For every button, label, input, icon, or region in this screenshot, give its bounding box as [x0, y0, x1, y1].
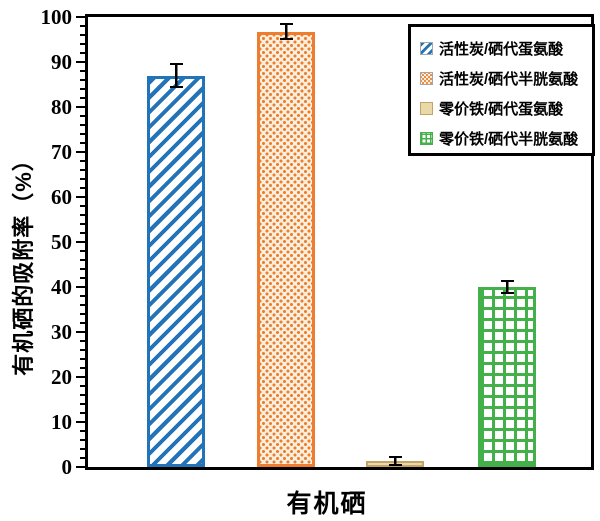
y-minor-tick: [80, 70, 85, 72]
y-minor-tick: [80, 358, 85, 360]
y-minor-tick: [80, 340, 85, 342]
y-minor-tick: [80, 322, 85, 324]
y-minor-tick: [80, 25, 85, 27]
y-major-tick: [76, 16, 85, 18]
legend-item-1: 活性炭/硒代蛋氨酸: [420, 33, 592, 63]
x-axis-category-label: 有机硒: [286, 490, 368, 518]
y-minor-tick: [80, 385, 85, 387]
plot-inner: 0 10 20 30 40 50 60 70 80 90 100: [41, 5, 591, 479]
y-minor-tick: [80, 313, 85, 315]
y-minor-tick: [80, 457, 85, 459]
y-tick-label: 30: [51, 320, 72, 344]
y-minor-tick: [80, 304, 85, 306]
y-minor-tick: [80, 88, 85, 90]
y-minor-tick: [80, 97, 85, 99]
y-major-tick: [76, 61, 85, 63]
y-minor-tick: [80, 79, 85, 81]
y-major-tick: [76, 286, 85, 288]
y-tick-label: 10: [51, 410, 72, 434]
y-minor-tick: [80, 52, 85, 54]
error-bar-3: [388, 456, 402, 467]
y-minor-tick: [80, 205, 85, 207]
y-minor-tick: [80, 403, 85, 405]
y-tick-label: 60: [51, 185, 72, 209]
y-major-tick: [76, 466, 85, 468]
y-minor-tick: [80, 439, 85, 441]
y-tick-label: 80: [51, 95, 72, 119]
y-minor-tick: [80, 268, 85, 270]
y-minor-tick: [80, 295, 85, 297]
y-minor-tick: [80, 214, 85, 216]
bar-1: [147, 75, 205, 467]
y-major-tick: [76, 331, 85, 333]
legend-label: 活性炭/硒代蛋氨酸: [439, 40, 564, 58]
y-minor-tick: [80, 430, 85, 432]
y-tick-label: 40: [51, 275, 72, 299]
y-minor-tick: [80, 367, 85, 369]
y-major-tick: [76, 106, 85, 108]
y-minor-tick: [80, 178, 85, 180]
y-minor-tick: [80, 412, 85, 414]
legend-item-3: 零价铁/硒代蛋氨酸: [420, 93, 592, 123]
y-minor-tick: [80, 115, 85, 117]
legend-label: 活性炭/硒代半胱氨酸: [439, 70, 579, 88]
y-minor-tick: [80, 448, 85, 450]
y-minor-tick: [80, 232, 85, 234]
y-tick-label: 70: [51, 140, 72, 164]
y-tick-label: 90: [51, 50, 72, 74]
error-bar-4: [500, 279, 514, 295]
y-major-tick: [76, 151, 85, 153]
error-bar-2: [279, 23, 293, 41]
bar-2: [257, 31, 315, 467]
y-minor-tick: [80, 259, 85, 261]
legend-swatch-icon: [420, 101, 433, 115]
y-minor-tick: [80, 250, 85, 252]
y-minor-tick: [80, 223, 85, 225]
legend-item-4: 零价铁/硒代半胱氨酸: [420, 123, 592, 153]
y-minor-tick: [80, 394, 85, 396]
legend-swatch-icon: [420, 131, 433, 145]
y-minor-tick: [80, 133, 85, 135]
y-minor-tick: [80, 349, 85, 351]
legend-item-2: 活性炭/硒代半胱氨酸: [420, 63, 592, 93]
y-minor-tick: [80, 169, 85, 171]
y-minor-tick: [80, 34, 85, 36]
y-major-tick: [76, 241, 85, 243]
y-minor-tick: [80, 277, 85, 279]
y-minor-tick: [80, 187, 85, 189]
bar-4: [478, 287, 536, 467]
legend-swatch-icon: [420, 71, 433, 85]
y-minor-tick: [80, 142, 85, 144]
y-minor-tick: [80, 124, 85, 126]
y-minor-tick: [80, 43, 85, 45]
y-minor-tick: [80, 160, 85, 162]
legend: 活性炭/硒代蛋氨酸 活性炭/硒代半胱氨酸 零价铁/硒代蛋氨酸 零价铁/硒代半胱氨酸: [408, 24, 595, 156]
error-bar-1: [169, 62, 183, 89]
y-major-tick: [76, 421, 85, 423]
y-major-tick: [76, 376, 85, 378]
y-tick-label: 0: [61, 455, 73, 479]
y-major-tick: [76, 196, 85, 198]
legend-label: 零价铁/硒代半胱氨酸: [439, 130, 579, 148]
legend-label: 零价铁/硒代蛋氨酸: [439, 100, 564, 118]
y-tick-label: 20: [51, 365, 72, 389]
y-tick-label: 100: [40, 5, 73, 29]
legend-swatch-icon: [420, 41, 433, 55]
y-tick-label: 50: [51, 230, 72, 254]
